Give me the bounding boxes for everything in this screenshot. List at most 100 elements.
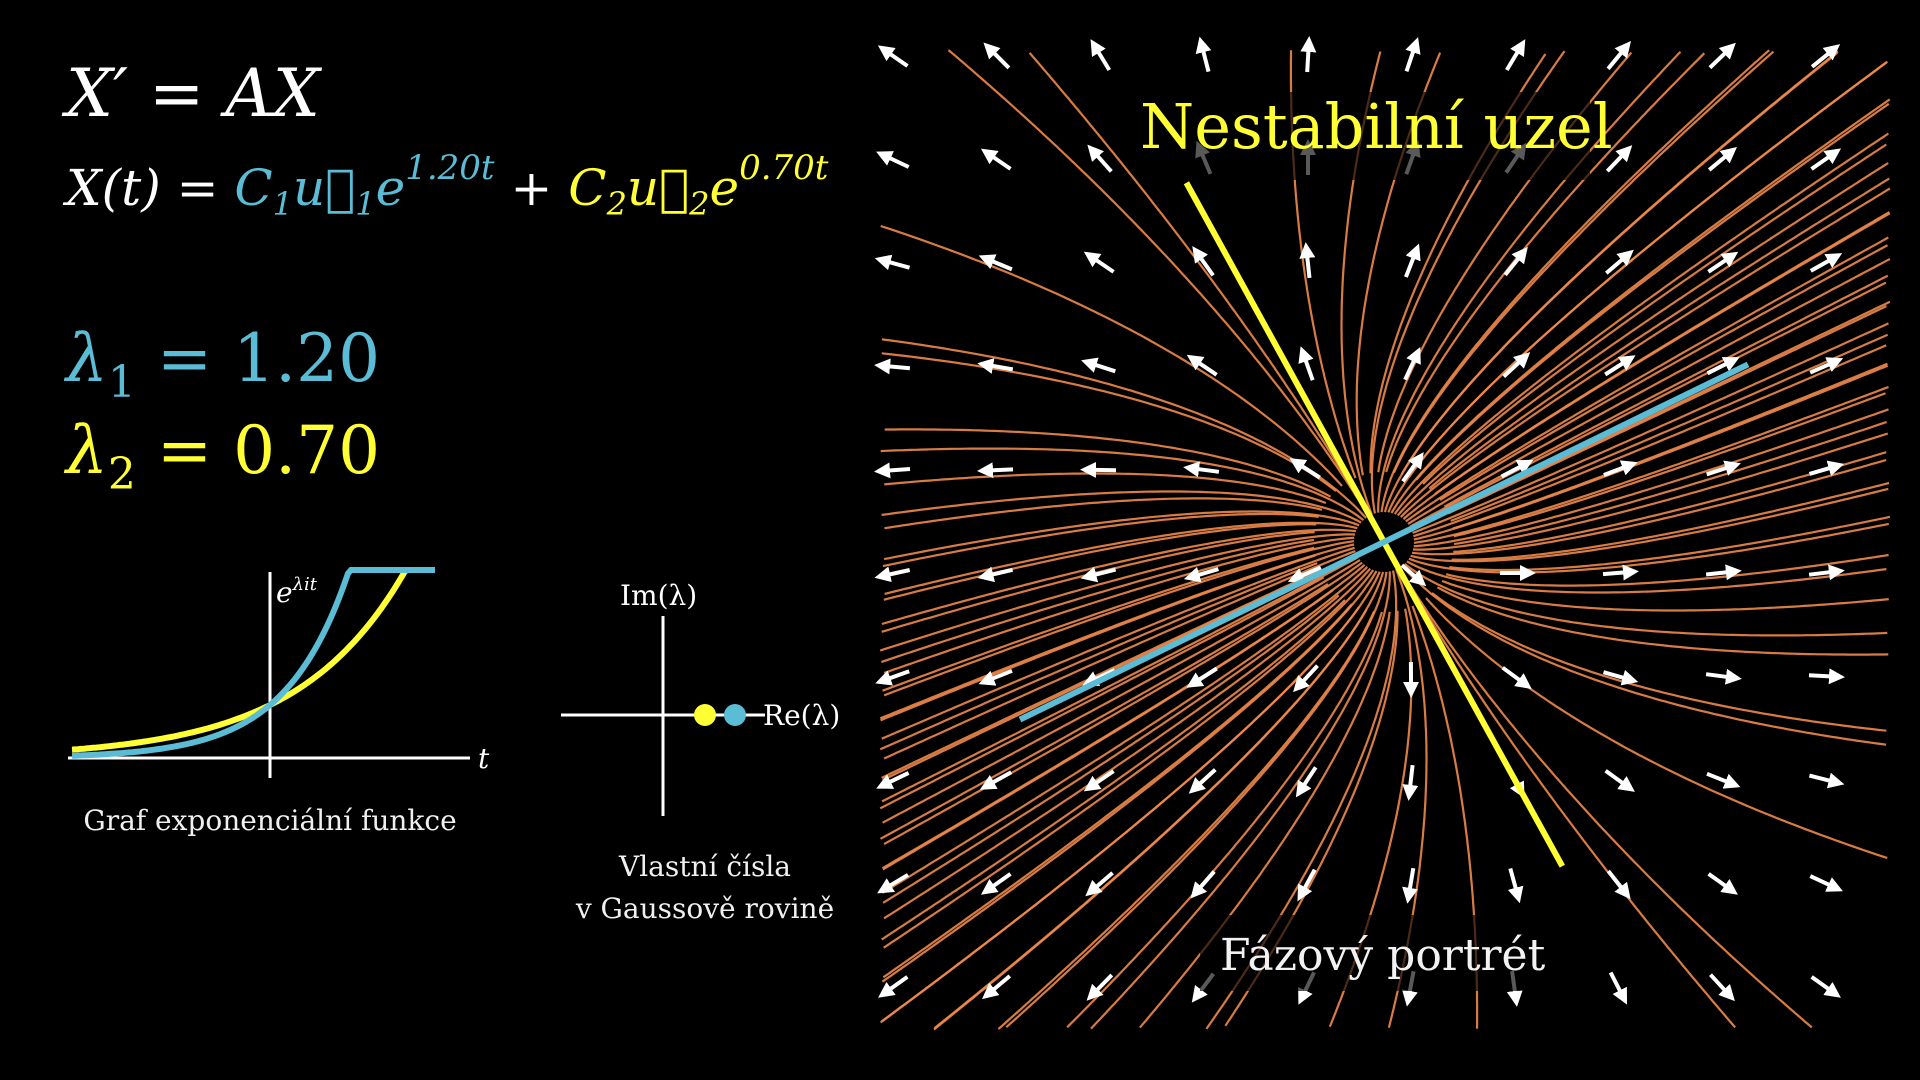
streamline <box>881 569 1321 779</box>
streamline <box>947 49 1370 517</box>
streamline <box>881 566 1369 894</box>
eigenvalue-2-sub: 2 <box>107 449 136 500</box>
vector-field-arrow <box>1295 766 1318 798</box>
vector-field-arrow <box>1190 870 1216 899</box>
vector-field-arrow <box>1604 769 1635 792</box>
term1-coef: C <box>234 159 273 217</box>
vector-field-arrow <box>1606 869 1631 900</box>
vector-field-arrow <box>1402 867 1418 904</box>
term2-vec-sub: 2 <box>689 185 710 223</box>
vector-field-arrow <box>1085 871 1114 897</box>
streamline <box>883 510 1360 561</box>
streamline <box>1396 162 1889 517</box>
streamline <box>1408 522 1890 574</box>
streamline <box>881 556 1359 803</box>
streamline <box>883 550 1356 760</box>
vector-field-arrow <box>1298 346 1315 381</box>
exp-curve-lambda-1 <box>71 567 435 759</box>
vector-field-arrow <box>1090 39 1112 72</box>
streamline <box>882 594 1340 904</box>
vector-field-arrow <box>1810 44 1841 69</box>
vector-field-arrow <box>1502 352 1531 378</box>
term1-vec: u⃗ <box>293 159 356 217</box>
vector-field-arrow <box>1081 357 1116 374</box>
streamline <box>1406 560 1887 594</box>
vector-field-arrow <box>877 873 910 894</box>
streamline <box>1408 60 1889 478</box>
vector-field-arrow <box>1604 355 1636 377</box>
vector-field-arrow <box>1709 973 1735 1002</box>
streamline <box>1410 487 1889 563</box>
eigenvector-line-2 <box>1183 181 1565 868</box>
streamline <box>1450 333 1889 522</box>
vector-field-arrow <box>1606 41 1631 71</box>
streamline <box>1400 50 1839 475</box>
vector-field-arrow <box>878 975 909 998</box>
eigenvalue-2-value: = 0.70 <box>156 412 381 489</box>
term2-vec: u⃗ <box>626 159 690 217</box>
vector-field-arrow <box>1080 566 1117 583</box>
streamline <box>1447 305 1887 515</box>
eigenvalue-point-1 <box>724 704 746 726</box>
eigenvalue-1-symbol: λ <box>66 320 108 397</box>
term1-exp: 1.20t <box>405 148 495 188</box>
vector-field-arrow <box>1505 39 1526 72</box>
streamline <box>1393 132 1890 515</box>
vector-field-arrow <box>1808 772 1845 789</box>
streamline <box>1380 49 1770 513</box>
term1-coef-sub: 1 <box>272 185 294 223</box>
eigenvalue-point-2 <box>694 704 716 726</box>
streamlines-group <box>879 49 1891 1031</box>
streamline <box>883 536 1355 674</box>
eigenvalue-1-sub: 1 <box>107 357 136 408</box>
streamline <box>1412 322 1889 534</box>
vector-field-arrow <box>1186 354 1218 377</box>
vector-field-arrow <box>876 151 910 169</box>
vector-field-arrow <box>1401 452 1424 483</box>
vector-field-arrow <box>1707 251 1739 274</box>
vector-field-arrow <box>980 148 1012 171</box>
streamline <box>883 540 1355 697</box>
streamline <box>881 338 1367 519</box>
vector-field-arrow <box>1808 460 1845 477</box>
solution-term-2: C2u⃗2e0.70t <box>568 148 828 223</box>
streamline <box>1441 579 1889 612</box>
vector-field-arrow <box>1287 565 1322 583</box>
vector-field-arrow <box>1507 867 1524 904</box>
streamline <box>1431 592 1887 732</box>
vector-field-arrow <box>977 566 1014 583</box>
term1-base: e <box>375 159 406 217</box>
term2-coef-sub: 2 <box>606 185 627 223</box>
vector-field-arrow <box>1195 36 1212 73</box>
complex-caption-line-2: v Gaussově rovině <box>575 892 835 925</box>
exp-graph-x-label: t <box>478 742 490 775</box>
streamline <box>879 533 1356 652</box>
term2-coef: C <box>568 159 607 217</box>
term2-base: e <box>709 159 740 217</box>
vector-field-arrow <box>977 358 1014 374</box>
streamline <box>881 599 1346 941</box>
streamline <box>1428 177 1890 490</box>
vector-field-arrow <box>1706 771 1741 789</box>
streamline <box>1401 565 1887 746</box>
vector-field-arrow <box>1503 246 1528 277</box>
exp-graph-caption: Graf exponenciální funkce <box>83 804 457 837</box>
complex-im-label: Im(λ) <box>620 579 697 612</box>
vector-field-arrow <box>1188 768 1217 794</box>
streamline <box>1413 385 1889 544</box>
streamline <box>1398 567 1813 1029</box>
eigenvector-line-1 <box>1018 361 1750 723</box>
solution-lhs: X(t) = <box>66 159 219 217</box>
streamline <box>880 447 1365 522</box>
streamline <box>1439 244 1889 501</box>
streamline <box>1451 481 1890 561</box>
system-equation: X′ = AX <box>66 55 320 132</box>
vector-field-arrow <box>1082 668 1116 686</box>
streamline <box>884 521 1358 595</box>
vector-field-arrow <box>1602 669 1639 686</box>
exp-curve-lambda-2 <box>71 567 435 753</box>
phase-title-backdrop <box>1150 92 1590 180</box>
streamline <box>1413 364 1889 541</box>
vector-field-arrow <box>874 566 911 583</box>
vector-field-arrow <box>1605 249 1634 275</box>
